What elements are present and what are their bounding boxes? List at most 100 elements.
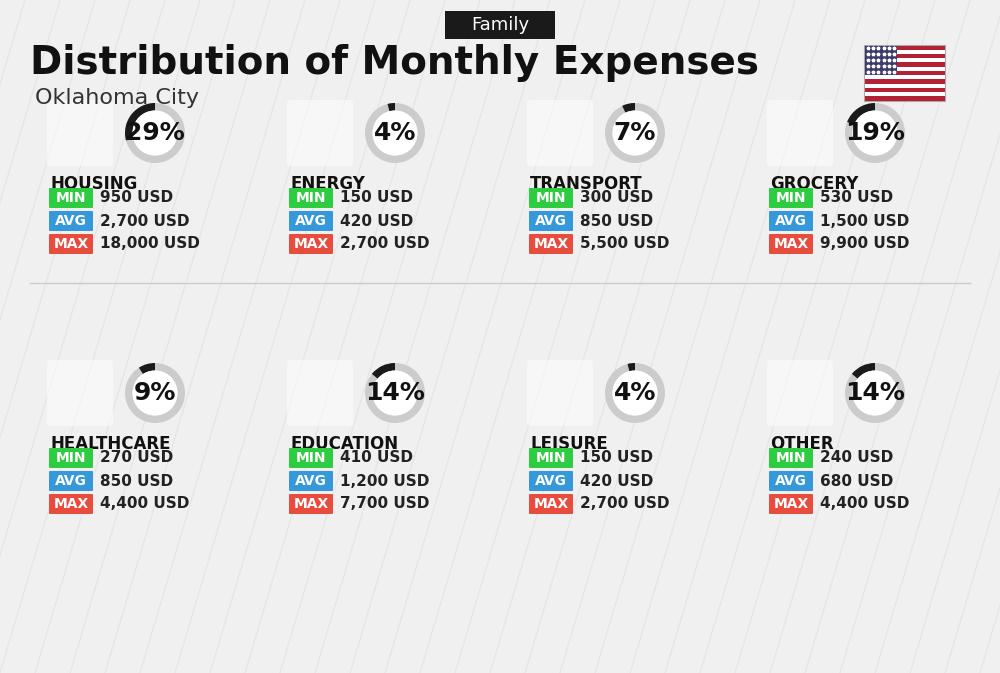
Text: MIN: MIN (56, 191, 86, 205)
Wedge shape (388, 103, 395, 111)
Wedge shape (628, 363, 635, 371)
FancyBboxPatch shape (529, 234, 573, 254)
FancyBboxPatch shape (865, 46, 945, 100)
Text: 530 USD: 530 USD (820, 190, 893, 205)
FancyBboxPatch shape (865, 87, 945, 92)
Text: 150 USD: 150 USD (580, 450, 653, 466)
Text: EDUCATION: EDUCATION (290, 435, 398, 453)
FancyBboxPatch shape (529, 471, 573, 491)
Text: Family: Family (471, 16, 529, 34)
Text: AVG: AVG (295, 474, 327, 488)
FancyBboxPatch shape (769, 188, 813, 208)
FancyBboxPatch shape (769, 234, 813, 254)
Text: HEALTHCARE: HEALTHCARE (50, 435, 170, 453)
FancyBboxPatch shape (529, 448, 573, 468)
Text: 18,000 USD: 18,000 USD (100, 236, 200, 252)
Text: 850 USD: 850 USD (100, 474, 173, 489)
FancyBboxPatch shape (47, 360, 113, 426)
FancyBboxPatch shape (865, 50, 945, 54)
Wedge shape (125, 103, 185, 163)
Circle shape (372, 371, 418, 415)
Wedge shape (372, 363, 395, 379)
Text: MAX: MAX (533, 497, 569, 511)
FancyBboxPatch shape (287, 100, 353, 166)
FancyBboxPatch shape (529, 494, 573, 514)
Text: MIN: MIN (56, 451, 86, 465)
FancyBboxPatch shape (527, 360, 593, 426)
Text: 150 USD: 150 USD (340, 190, 413, 205)
FancyBboxPatch shape (865, 54, 945, 58)
Wedge shape (125, 363, 185, 423)
Text: 420 USD: 420 USD (340, 213, 413, 229)
Text: 240 USD: 240 USD (820, 450, 893, 466)
FancyBboxPatch shape (767, 360, 833, 426)
Circle shape (372, 110, 418, 155)
Text: 9%: 9% (134, 381, 176, 405)
Text: 4,400 USD: 4,400 USD (100, 497, 189, 511)
FancyBboxPatch shape (769, 211, 813, 231)
Circle shape (132, 110, 178, 155)
FancyBboxPatch shape (865, 71, 945, 75)
FancyBboxPatch shape (865, 63, 945, 67)
Text: AVG: AVG (775, 474, 807, 488)
FancyBboxPatch shape (865, 96, 945, 100)
Wedge shape (365, 363, 425, 423)
Text: 410 USD: 410 USD (340, 450, 413, 466)
FancyBboxPatch shape (865, 79, 945, 83)
Text: MAX: MAX (53, 237, 89, 251)
Wedge shape (605, 103, 665, 163)
Text: LEISURE: LEISURE (530, 435, 608, 453)
FancyBboxPatch shape (289, 494, 333, 514)
Text: AVG: AVG (535, 474, 567, 488)
FancyBboxPatch shape (865, 83, 945, 87)
Text: MIN: MIN (536, 191, 566, 205)
Text: Oklahoma City: Oklahoma City (35, 88, 199, 108)
FancyBboxPatch shape (865, 92, 945, 96)
Text: 9,900 USD: 9,900 USD (820, 236, 909, 252)
Circle shape (612, 371, 658, 415)
FancyBboxPatch shape (527, 100, 593, 166)
FancyBboxPatch shape (865, 46, 945, 50)
FancyBboxPatch shape (49, 234, 93, 254)
Text: 4%: 4% (614, 381, 656, 405)
Text: 1,500 USD: 1,500 USD (820, 213, 909, 229)
FancyBboxPatch shape (445, 11, 555, 39)
Text: MAX: MAX (293, 497, 329, 511)
Text: 2,700 USD: 2,700 USD (340, 236, 430, 252)
FancyBboxPatch shape (865, 67, 945, 71)
FancyBboxPatch shape (49, 471, 93, 491)
FancyBboxPatch shape (289, 448, 333, 468)
Text: MIN: MIN (536, 451, 566, 465)
FancyBboxPatch shape (769, 471, 813, 491)
FancyBboxPatch shape (767, 100, 833, 166)
Text: 29%: 29% (125, 121, 185, 145)
Wedge shape (605, 363, 665, 423)
Text: AVG: AVG (535, 214, 567, 228)
FancyBboxPatch shape (769, 448, 813, 468)
Text: MIN: MIN (776, 451, 806, 465)
Text: 5,500 USD: 5,500 USD (580, 236, 669, 252)
Text: GROCERY: GROCERY (770, 175, 858, 193)
FancyBboxPatch shape (289, 234, 333, 254)
Text: 7%: 7% (614, 121, 656, 145)
Bar (865, 46, 945, 100)
Text: MIN: MIN (296, 451, 326, 465)
Text: ENERGY: ENERGY (290, 175, 365, 193)
Circle shape (852, 371, 898, 415)
Text: 420 USD: 420 USD (580, 474, 653, 489)
Text: MAX: MAX (53, 497, 89, 511)
Text: 2,700 USD: 2,700 USD (100, 213, 190, 229)
FancyBboxPatch shape (289, 471, 333, 491)
FancyBboxPatch shape (289, 211, 333, 231)
Text: OTHER: OTHER (770, 435, 834, 453)
Text: 14%: 14% (365, 381, 425, 405)
FancyBboxPatch shape (769, 494, 813, 514)
Circle shape (612, 110, 658, 155)
FancyBboxPatch shape (529, 211, 573, 231)
Text: 4,400 USD: 4,400 USD (820, 497, 909, 511)
Text: TRANSPORT: TRANSPORT (530, 175, 643, 193)
Text: 680 USD: 680 USD (820, 474, 893, 489)
Text: MIN: MIN (776, 191, 806, 205)
Text: AVG: AVG (55, 214, 87, 228)
Wedge shape (622, 103, 635, 112)
